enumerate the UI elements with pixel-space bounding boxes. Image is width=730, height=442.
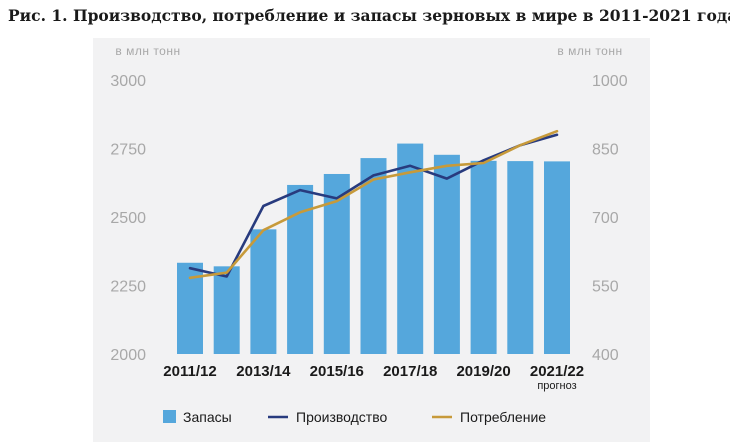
forecast-note: прогноз xyxy=(537,380,576,392)
category-label: 2019/20 xyxy=(456,363,510,380)
legend-label-consumption: Потребление xyxy=(460,409,546,425)
left-axis-label: в млн тонн xyxy=(115,44,180,58)
category-label: 2011/12 xyxy=(163,363,216,380)
category-label: 2013/14 xyxy=(236,363,291,380)
left-tick-label: 2750 xyxy=(110,142,146,159)
left-tick-label: 2250 xyxy=(110,279,146,296)
left-tick-label: 2500 xyxy=(110,210,146,227)
bar-stocks xyxy=(250,229,277,354)
legend-swatch-stocks xyxy=(163,410,176,423)
right-axis-label: в млн тонн xyxy=(557,44,622,58)
line-production xyxy=(188,133,559,278)
bar-stocks xyxy=(360,158,387,354)
right-tick-label: 400 xyxy=(592,347,619,364)
right-tick-label: 550 xyxy=(592,279,619,296)
bar-stocks xyxy=(433,154,460,354)
bar-stocks xyxy=(507,161,534,354)
chart-title: Рис. 1. Производство, потребление и запа… xyxy=(8,6,730,25)
left-tick-label: 2000 xyxy=(110,347,146,364)
legend-label-production: Производство xyxy=(296,409,387,425)
left-tick-label: 3000 xyxy=(110,73,146,90)
category-label: 2017/18 xyxy=(383,363,437,380)
bar-stocks xyxy=(213,266,240,354)
right-tick-label: 1000 xyxy=(592,73,628,90)
line-consumption xyxy=(188,129,559,280)
bar-stocks xyxy=(544,161,570,354)
category-label: 2021/22 xyxy=(530,363,584,380)
bar-stocks xyxy=(397,143,424,354)
legend-label-stocks: Запасы xyxy=(183,409,232,425)
bar-stocks xyxy=(470,160,497,354)
right-tick-label: 700 xyxy=(592,210,619,227)
right-tick-label: 850 xyxy=(592,142,619,159)
category-label: 2015/16 xyxy=(310,363,364,380)
